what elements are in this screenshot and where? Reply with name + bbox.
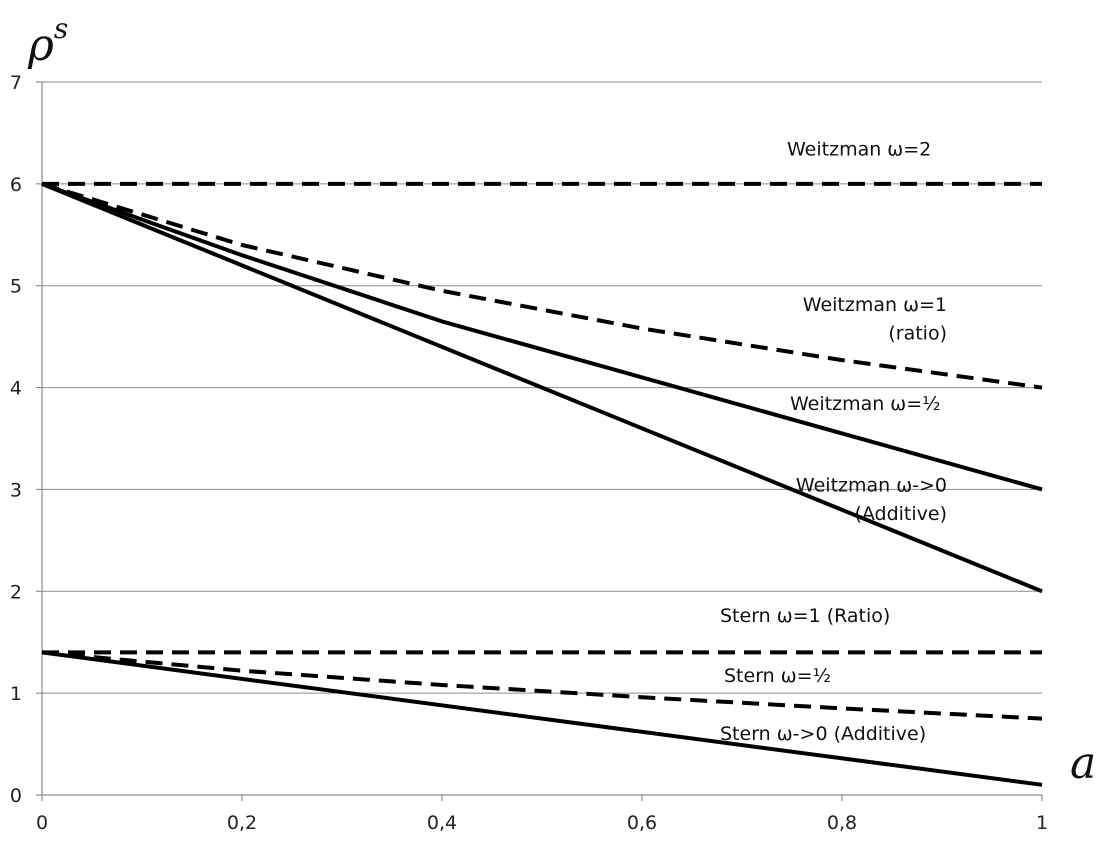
x-tick-label-0,8: 0,8 [827, 812, 857, 834]
y-axis-title-main: ρ [27, 20, 54, 71]
annotation-ann-w0-1: (Additive) [854, 503, 947, 525]
annotations: Weitzman ω=2 Weitzman ω=1 (ratio) Weitzman … [720, 138, 947, 745]
series-line-shalf [41, 650, 1043, 721]
y-tick-label-0: 0 [10, 785, 22, 807]
series-line-whalf [41, 182, 1043, 492]
y-tick-label-3: 3 [10, 479, 22, 501]
annotation-ann-s1-0: Stern ω=1 (Ratio) [720, 605, 890, 627]
x-tick-label-0,2: 0,2 [227, 812, 257, 834]
x-tick-label-0,4: 0,4 [427, 812, 457, 834]
series-lines [41, 181, 1043, 787]
y-tick-label-5: 5 [10, 276, 22, 298]
y-tick-label-6: 6 [10, 174, 22, 196]
annotation-ann-w1-1: (ratio) [888, 323, 947, 345]
annotation-ann-shalf-0: Stern ω=½ [724, 665, 831, 687]
y-tick-label-1: 1 [10, 683, 22, 705]
annotation-ann-w1-0: Weitzman ω=1 [803, 294, 947, 316]
y-axis-title-superscript: s [54, 12, 68, 45]
tick-labels: 0 1 2 3 4 5 6 7 0 0,2 0,4 0,6 0,8 1 [10, 72, 1048, 834]
series-line-s0 [41, 650, 1043, 787]
axis-titles: ρs a [27, 12, 1096, 789]
y-tick-label-7: 7 [10, 72, 22, 94]
annotation-ann-w2-0: Weitzman ω=2 [787, 138, 931, 160]
x-tick-label-0,6: 0,6 [627, 812, 657, 834]
x-tick-label-1: 1 [1036, 812, 1048, 834]
axes [36, 81, 1043, 801]
annotation-ann-whalf-0: Weitzman ω=½ [790, 393, 941, 415]
y-tick-label-2: 2 [10, 581, 22, 603]
annotation-ann-s0-0: Stern ω->0 (Additive) [720, 723, 926, 745]
annotation-ann-w0-0: Weitzman ω->0 [796, 474, 947, 496]
series-line-w0 [41, 182, 1043, 594]
x-axis-title: a [1070, 738, 1096, 789]
y-tick-label-4: 4 [10, 378, 22, 400]
x-tick-label-0: 0 [36, 812, 48, 834]
y-axis-title: ρs [27, 12, 68, 71]
